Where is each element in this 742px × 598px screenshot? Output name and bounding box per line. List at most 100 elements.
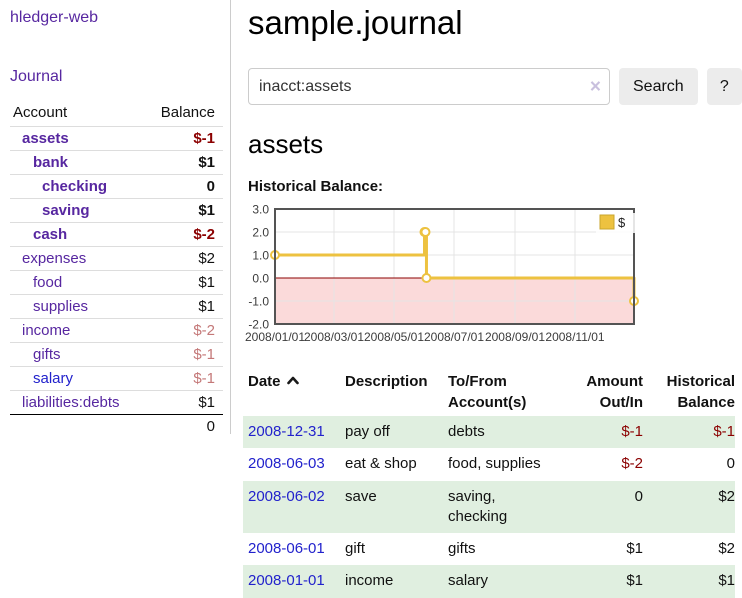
register-amount: $-2 xyxy=(621,455,643,473)
register-amount: $1 xyxy=(626,540,643,557)
register-header-description: Description xyxy=(345,373,428,390)
register-balance: $2 xyxy=(718,487,735,505)
accounts-header-balance: Balance xyxy=(160,104,215,121)
account-row: salary $-1 xyxy=(10,366,223,391)
y-axis-labels: 3.0 2.0 1.0 0.0 -1.0 -2.0 xyxy=(248,203,269,332)
account-link-gifts[interactable]: gifts xyxy=(33,346,61,363)
date-link[interactable]: 2008-06-02 xyxy=(248,487,325,505)
account-balance: $1 xyxy=(143,390,223,415)
register-row: 2008-06-02 save saving, checking 0 $2 xyxy=(243,480,735,533)
y-tick-label: 2.0 xyxy=(252,226,269,240)
account-balance: $1 xyxy=(143,294,223,319)
register-balance: 0 xyxy=(726,455,735,473)
account-heading: assets xyxy=(248,129,324,159)
account-link-income[interactable]: income xyxy=(22,322,71,339)
account-balance: $1 xyxy=(143,150,223,175)
register-description: income xyxy=(345,572,394,590)
register-header-balance: Historical Balance xyxy=(666,373,735,411)
journal-link[interactable]: Journal xyxy=(10,68,63,85)
account-link-expenses[interactable]: expenses xyxy=(22,250,87,267)
account-link-liabilities-debts[interactable]: liabilities:debts xyxy=(22,394,120,411)
register-description: save xyxy=(345,487,377,505)
account-balance: $2 xyxy=(143,246,223,271)
account-row: income $-2 xyxy=(10,318,223,343)
y-tick-label: 1.0 xyxy=(252,249,269,263)
y-tick-label: 3.0 xyxy=(252,203,269,217)
register-description: eat & shop xyxy=(345,455,417,473)
help-button[interactable]: ? xyxy=(706,68,742,105)
account-balance: $1 xyxy=(143,270,223,295)
account-row: checking 0 xyxy=(10,174,223,199)
account-balance: $-1 xyxy=(143,366,223,391)
y-tick-label: 0.0 xyxy=(252,272,269,286)
account-row: food $1 xyxy=(10,270,223,295)
chart-heading: Historical Balance: xyxy=(248,178,384,195)
x-tick-label: 2008/03/01 xyxy=(304,330,364,344)
account-link-assets[interactable]: assets xyxy=(22,130,69,147)
register-row: 2008-01-01 income salary $1 $1 xyxy=(243,565,735,598)
account-link-supplies[interactable]: supplies xyxy=(33,298,89,315)
accounts-total-row: 0 xyxy=(10,414,223,438)
data-point xyxy=(420,227,431,237)
sort-ascending-icon xyxy=(286,376,299,385)
account-link-bank[interactable]: bank xyxy=(33,154,69,171)
account-balance: $-1 xyxy=(143,342,223,367)
page-title: sample.journal xyxy=(248,4,463,41)
register-tofrom: salary xyxy=(448,572,489,590)
register-table: Date Description To/From Account(s) Amou… xyxy=(243,367,735,598)
register-header-row: Date Description To/From Account(s) Amou… xyxy=(243,367,735,416)
register-balance: $-1 xyxy=(713,423,735,440)
register-tofrom: saving, checking xyxy=(448,487,508,525)
account-row: expenses $2 xyxy=(10,246,223,271)
account-row: liabilities:debts $1 xyxy=(10,390,223,415)
x-tick-label: 2008/05/01 xyxy=(364,330,424,344)
account-balance: $-1 xyxy=(143,126,223,151)
account-row: cash $-2 xyxy=(10,222,223,247)
account-balance: $-2 xyxy=(143,222,223,247)
account-balance: 0 xyxy=(143,174,223,199)
clear-search-icon[interactable]: × xyxy=(589,76,601,97)
total-balance: 0 xyxy=(143,414,223,438)
register-header-tofrom: To/From Account(s) xyxy=(448,373,527,411)
x-tick-label: 2008/11/01 xyxy=(545,330,604,344)
register-tofrom: food, supplies xyxy=(448,455,541,473)
y-tick-label: -1.0 xyxy=(248,295,269,309)
account-link-food[interactable]: food xyxy=(33,274,63,291)
register-header-amount: Amount Out/In xyxy=(586,373,643,411)
register-header-date[interactable]: Date xyxy=(243,367,340,416)
search-input[interactable] xyxy=(248,68,610,105)
x-tick-label: 2008/01/01 xyxy=(245,330,305,344)
date-link[interactable]: 2008-12-31 xyxy=(248,423,325,440)
account-row: saving $1 xyxy=(10,198,223,223)
legend-swatch xyxy=(599,214,615,230)
plot-border xyxy=(274,208,635,325)
account-link-saving[interactable]: saving xyxy=(42,202,90,219)
main-content: sample.journal × Search ? assets Histori… xyxy=(243,0,742,598)
register-row: 2008-06-03 eat & shop food, supplies $-2… xyxy=(243,448,735,480)
account-link-salary[interactable]: salary xyxy=(33,370,74,387)
date-link[interactable]: 2008-06-03 xyxy=(248,455,325,473)
register-description: pay off xyxy=(345,423,390,440)
search-button[interactable]: Search xyxy=(619,68,698,105)
data-point xyxy=(421,273,432,283)
register-amount: 0 xyxy=(634,487,643,505)
account-link-cash[interactable]: cash xyxy=(33,226,68,243)
register-amount: $1 xyxy=(626,572,643,590)
x-tick-label: 2008/07/01 xyxy=(424,330,484,344)
brand-link[interactable]: hledger-web xyxy=(10,9,99,26)
account-row: supplies $1 xyxy=(10,294,223,319)
register-balance: $1 xyxy=(718,572,735,590)
date-link[interactable]: 2008-06-01 xyxy=(248,540,325,557)
date-link[interactable]: 2008-01-01 xyxy=(248,572,325,590)
register-balance: $2 xyxy=(718,540,735,557)
account-balance: $1 xyxy=(143,198,223,223)
account-row: gifts $-1 xyxy=(10,342,223,367)
account-link-checking[interactable]: checking xyxy=(42,178,108,195)
search-form: × Search ? xyxy=(248,68,742,105)
account-balance: $-2 xyxy=(143,318,223,343)
register-row: 2008-12-31 pay off debts $-1 $-1 xyxy=(243,416,735,449)
x-tick-label: 2008/09/01 xyxy=(485,330,545,344)
register-description: gift xyxy=(345,540,366,557)
